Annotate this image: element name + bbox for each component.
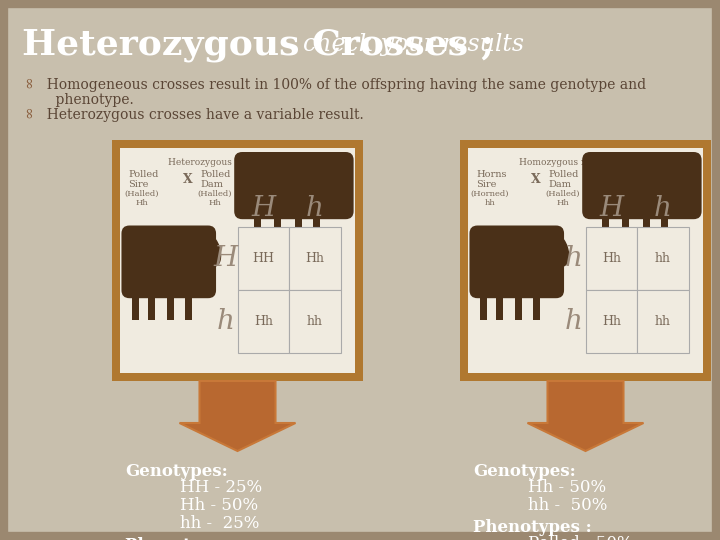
Text: hh -  25%: hh - 25% bbox=[180, 515, 259, 532]
Text: check your results: check your results bbox=[303, 33, 523, 57]
FancyBboxPatch shape bbox=[274, 204, 282, 233]
FancyBboxPatch shape bbox=[622, 204, 629, 233]
Text: H: H bbox=[213, 245, 238, 272]
FancyBboxPatch shape bbox=[602, 204, 608, 233]
Text: Hh - 50%: Hh - 50% bbox=[180, 497, 258, 514]
Text: Genotypes:: Genotypes: bbox=[473, 463, 576, 480]
FancyBboxPatch shape bbox=[295, 204, 302, 233]
FancyBboxPatch shape bbox=[238, 290, 289, 353]
Text: Hh: Hh bbox=[305, 252, 325, 265]
Text: H: H bbox=[599, 195, 624, 222]
FancyBboxPatch shape bbox=[637, 290, 689, 353]
Text: Polled
Dam: Polled Dam bbox=[548, 170, 578, 190]
FancyBboxPatch shape bbox=[593, 161, 598, 191]
Text: Polled - 50%: Polled - 50% bbox=[528, 535, 633, 540]
Text: (Horned)
hh: (Horned) hh bbox=[471, 190, 509, 207]
Text: Homozygous x Heterozygous: Homozygous x Heterozygous bbox=[518, 158, 652, 167]
FancyBboxPatch shape bbox=[148, 281, 155, 320]
FancyBboxPatch shape bbox=[234, 152, 354, 219]
Text: h: h bbox=[654, 195, 672, 222]
FancyBboxPatch shape bbox=[480, 281, 487, 320]
FancyBboxPatch shape bbox=[126, 237, 132, 267]
Text: Homogeneous crosses result in 100% of the offspring having the same genotype and: Homogeneous crosses result in 100% of th… bbox=[38, 78, 646, 92]
Polygon shape bbox=[528, 381, 644, 451]
Polygon shape bbox=[179, 381, 295, 451]
Text: HH: HH bbox=[252, 252, 274, 265]
Text: h: h bbox=[564, 308, 582, 335]
FancyBboxPatch shape bbox=[112, 140, 363, 381]
FancyBboxPatch shape bbox=[534, 281, 540, 320]
FancyBboxPatch shape bbox=[585, 227, 637, 290]
Text: ∞: ∞ bbox=[22, 76, 36, 89]
FancyBboxPatch shape bbox=[132, 281, 139, 320]
FancyBboxPatch shape bbox=[582, 152, 701, 219]
FancyBboxPatch shape bbox=[496, 281, 503, 320]
Text: hh -  50%: hh - 50% bbox=[528, 497, 608, 514]
FancyBboxPatch shape bbox=[185, 281, 192, 320]
FancyBboxPatch shape bbox=[661, 204, 667, 233]
Text: Horns
Sire: Horns Sire bbox=[476, 170, 506, 190]
Text: (Halled)
Hh: (Halled) Hh bbox=[198, 190, 233, 207]
Text: Phenotypes :: Phenotypes : bbox=[473, 519, 592, 536]
Text: Hh: Hh bbox=[602, 252, 621, 265]
Text: (Halled)
Hh: (Halled) Hh bbox=[125, 190, 159, 207]
Text: h: h bbox=[217, 308, 235, 335]
Text: Genotypes:: Genotypes: bbox=[125, 463, 228, 480]
FancyBboxPatch shape bbox=[469, 226, 564, 298]
Text: X: X bbox=[183, 173, 193, 186]
Text: Hh - 50%: Hh - 50% bbox=[528, 479, 606, 496]
Text: Hh: Hh bbox=[602, 315, 621, 328]
Text: H: H bbox=[251, 195, 276, 222]
Ellipse shape bbox=[318, 157, 342, 186]
FancyBboxPatch shape bbox=[238, 227, 289, 290]
Text: hh: hh bbox=[655, 315, 671, 328]
Ellipse shape bbox=[202, 234, 221, 267]
Text: Heterozygous Crosses ;: Heterozygous Crosses ; bbox=[22, 28, 507, 62]
FancyBboxPatch shape bbox=[516, 281, 523, 320]
Text: HH - 25%: HH - 25% bbox=[180, 479, 262, 496]
FancyBboxPatch shape bbox=[637, 227, 689, 290]
Text: Hh: Hh bbox=[254, 315, 273, 328]
Text: X: X bbox=[531, 173, 541, 186]
FancyBboxPatch shape bbox=[244, 161, 251, 191]
Text: phenotype.: phenotype. bbox=[38, 93, 134, 107]
FancyBboxPatch shape bbox=[289, 290, 341, 353]
FancyBboxPatch shape bbox=[4, 4, 716, 536]
FancyBboxPatch shape bbox=[468, 148, 703, 373]
Ellipse shape bbox=[550, 234, 570, 267]
FancyBboxPatch shape bbox=[122, 226, 216, 298]
Text: hh: hh bbox=[655, 252, 671, 265]
FancyBboxPatch shape bbox=[460, 140, 711, 381]
FancyBboxPatch shape bbox=[312, 204, 320, 233]
Text: Phenotypes :: Phenotypes : bbox=[125, 537, 244, 540]
Text: h: h bbox=[564, 245, 582, 272]
FancyBboxPatch shape bbox=[643, 204, 650, 233]
Text: hh: hh bbox=[307, 315, 323, 328]
Text: Heterozygous x Heterozygous: Heterozygous x Heterozygous bbox=[168, 158, 307, 167]
Text: Polled
Sire: Polled Sire bbox=[128, 170, 158, 190]
Text: (Halled)
Hh: (Halled) Hh bbox=[546, 190, 580, 207]
Ellipse shape bbox=[666, 157, 690, 186]
Text: Polled
Dam: Polled Dam bbox=[200, 170, 230, 190]
FancyBboxPatch shape bbox=[585, 290, 637, 353]
Text: ∞: ∞ bbox=[22, 106, 36, 118]
FancyBboxPatch shape bbox=[289, 227, 341, 290]
FancyBboxPatch shape bbox=[253, 204, 261, 233]
Text: h: h bbox=[306, 195, 324, 222]
FancyBboxPatch shape bbox=[168, 281, 174, 320]
FancyBboxPatch shape bbox=[120, 148, 355, 373]
Text: Heterozygous crosses have a variable result.: Heterozygous crosses have a variable res… bbox=[38, 108, 364, 122]
FancyBboxPatch shape bbox=[474, 237, 480, 267]
